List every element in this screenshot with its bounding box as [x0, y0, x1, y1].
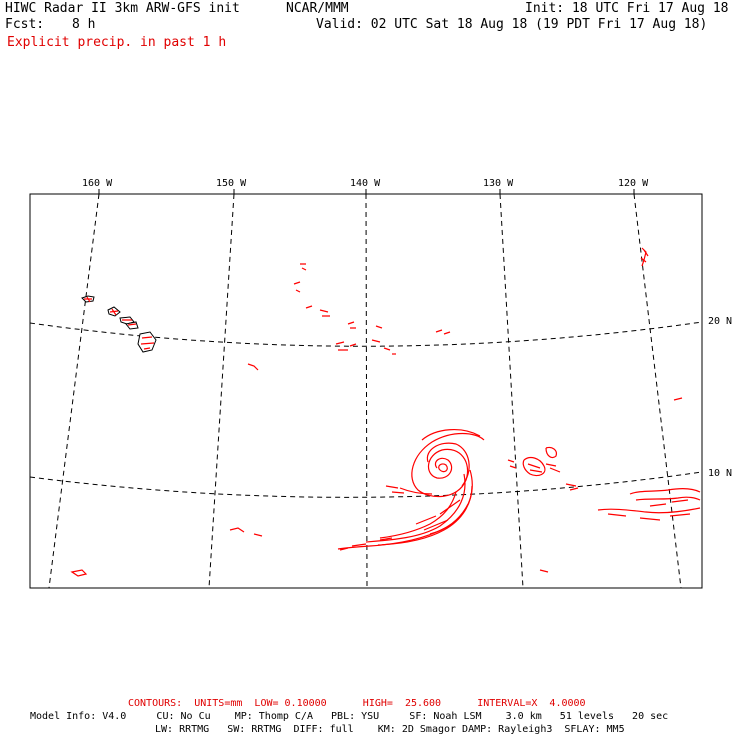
init-time: Init: 18 UTC Fri 17 Aug 18 — [525, 1, 729, 16]
top-tick-marks — [98, 189, 635, 194]
gridline-120w — [633, 194, 682, 588]
contour-info: CONTOURS: UNITS=mm LOW= 0.10000 HIGH= 25… — [128, 698, 586, 709]
longitude-label: 120 W — [618, 178, 649, 189]
gridline-10n — [30, 471, 702, 498]
gridline-20n — [30, 321, 702, 347]
hurricane-precip — [337, 429, 485, 551]
gridline-130w — [499, 194, 524, 588]
longitude-gridlines — [48, 194, 682, 588]
longitude-label: 160 W — [82, 178, 113, 189]
latitude-label: 20 N — [708, 316, 733, 327]
organization-label: NCAR/MMM — [286, 1, 349, 16]
model-info-line-2: LW: RRTMG SW: RRTMG DIFF: full KM: 2D Sm… — [155, 724, 625, 735]
latitude-label: 10 N — [708, 468, 733, 479]
forecast-hours: 8 h — [72, 17, 96, 32]
longitude-label: 150 W — [216, 178, 247, 189]
field-description: Explicit precip. in past 1 h — [7, 35, 227, 50]
scattered-precip — [70, 263, 549, 577]
gridline-160w — [48, 194, 100, 588]
model-info-line-1: Model Info: V4.0 CU: No Cu MP: Thomp C/A… — [30, 711, 669, 722]
eastern-precip — [507, 247, 701, 521]
gridline-150w — [208, 194, 235, 588]
gridline-140w — [365, 194, 368, 588]
latitude-gridlines — [30, 321, 702, 498]
model-title: HIWC Radar II 3km ARW-GFS init — [5, 1, 240, 16]
map-frame — [29, 193, 703, 589]
longitude-label: 140 W — [350, 178, 381, 189]
hawaii-islands — [81, 295, 157, 353]
valid-time: Valid: 02 UTC Sat 18 Aug 18 (19 PDT Fri … — [316, 17, 708, 32]
forecast-label: Fcst: — [5, 17, 45, 32]
longitude-label: 130 W — [483, 178, 514, 189]
